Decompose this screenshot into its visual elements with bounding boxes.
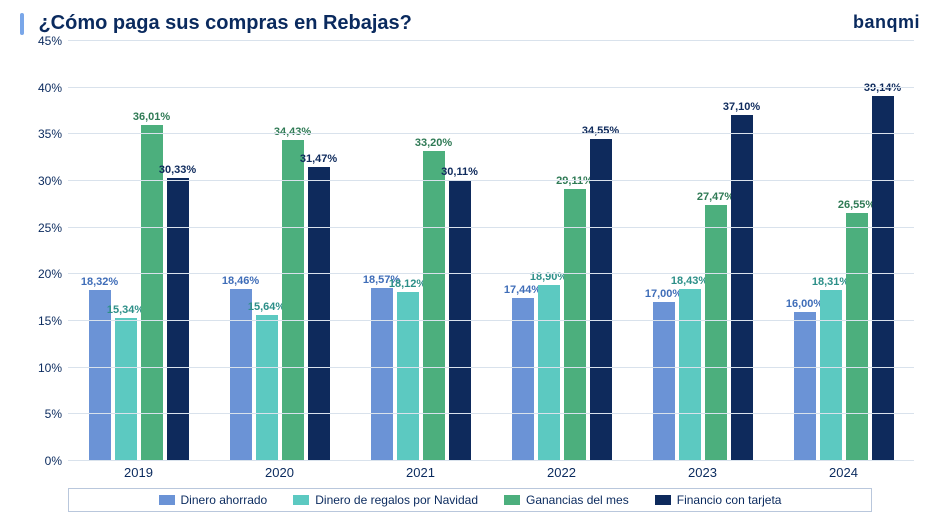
legend-item: Ganancias del mes [504,493,629,507]
legend-item: Dinero de regalos por Navidad [293,493,478,507]
legend-swatch [159,495,175,505]
legend-item: Dinero ahorrado [159,493,268,507]
x-tick-label: 2020 [209,465,350,480]
x-axis: 201920202021202220232024 [68,465,914,480]
brand-logo: banqmi [853,12,920,33]
bar-value-label: 34,55% [582,125,619,137]
bar-value-label: 15,34% [107,304,144,316]
bar-value-label: 18,43% [671,275,708,287]
bar-s1: 15,34% [115,318,137,461]
gridline [68,133,914,134]
legend-label: Ganancias del mes [526,493,629,507]
bar-value-label: 26,55% [838,199,875,211]
plot-area: 18,32%15,34%36,01%30,33%18,46%15,64%34,4… [68,41,914,461]
year-group: 17,00%18,43%27,47%37,10% [632,41,773,461]
bar-s2: 27,47% [705,205,727,461]
bar-value-label: 33,20% [415,137,452,149]
y-tick-label: 45% [38,34,68,48]
bar-value-label: 17,00% [645,288,682,300]
year-group: 18,46%15,64%34,43%31,47% [209,41,350,461]
chart-page: ¿Cómo paga sus compras en Rebajas? banqm… [0,0,940,529]
bar-s3: 37,10% [731,115,753,461]
bar-s1: 18,12% [397,292,419,461]
title-accent [20,13,24,35]
gridline [68,413,914,414]
year-group: 17,44%18,90%29,11%34,55% [491,41,632,461]
bar-s3: 39,14% [872,96,894,461]
year-group: 16,00%18,31%26,55%39,14% [773,41,914,461]
legend-swatch [504,495,520,505]
legend-item: Financio con tarjeta [655,493,782,507]
bar-value-label: 17,44% [504,284,541,296]
bar-s1: 18,31% [820,290,842,461]
bar-value-label: 18,32% [81,276,118,288]
legend-label: Dinero de regalos por Navidad [315,493,478,507]
gridline [68,273,914,274]
chart-title-wrap: ¿Cómo paga sus compras en Rebajas? [20,12,412,35]
x-tick-label: 2024 [773,465,914,480]
y-tick-label: 10% [38,361,68,375]
bar-value-label: 30,11% [441,166,478,178]
bar-value-label: 37,10% [723,101,760,113]
legend-label: Financio con tarjeta [677,493,782,507]
y-tick-label: 25% [38,221,68,235]
bar-s1: 15,64% [256,315,278,461]
y-tick-label: 5% [45,407,68,421]
bar-s2: 29,11% [564,189,586,461]
bar-value-label: 15,64% [248,301,285,313]
x-tick-label: 2022 [491,465,632,480]
gridline [68,40,914,41]
bar-s0: 18,57% [371,288,393,461]
gridline [68,320,914,321]
x-tick-label: 2021 [350,465,491,480]
y-tick-label: 30% [38,174,68,188]
legend: Dinero ahorrado Dinero de regalos por Nav… [68,488,872,512]
bar-groups: 18,32%15,34%36,01%30,33%18,46%15,64%34,4… [68,41,914,461]
header-row: ¿Cómo paga sus compras en Rebajas? banqm… [20,12,920,35]
bar-s3: 31,47% [308,167,330,461]
legend-swatch [655,495,671,505]
bar-value-label: 18,46% [222,275,259,287]
plot: 18,32%15,34%36,01%30,33%18,46%15,64%34,4… [68,41,914,480]
bar-s1: 18,90% [538,285,560,461]
y-tick-label: 35% [38,127,68,141]
bar-value-label: 16,00% [786,298,823,310]
gridline [68,87,914,88]
bar-value-label: 36,01% [133,111,170,123]
y-tick-label: 15% [38,314,68,328]
gridline [68,460,914,461]
y-tick-label: 0% [45,454,68,468]
bar-value-label: 27,47% [697,191,734,203]
bar-value-label: 39,14% [864,82,901,94]
legend-swatch [293,495,309,505]
bar-value-label: 34,43% [274,126,311,138]
bar-value-label: 31,47% [300,153,337,165]
y-tick-label: 40% [38,81,68,95]
gridline [68,367,914,368]
year-group: 18,32% 15,34% 36,01% 30,33% [68,41,209,461]
bar-s1: 18,43% [679,289,701,461]
bar-value-label: 29,11% [556,175,593,187]
gridline [68,180,914,181]
year-group: 18,57%18,12%33,20%30,11% [350,41,491,461]
bar-s2: 26,55% [846,213,868,461]
bar-s0: 18,46% [230,289,252,461]
bar-s2: 33,20% [423,151,445,461]
x-tick-label: 2019 [68,465,209,480]
gridline [68,227,914,228]
chart-title: ¿Cómo paga sus compras en Rebajas? [38,12,411,34]
legend-label: Dinero ahorrado [181,493,268,507]
bar-value-label: 18,12% [389,278,426,290]
y-tick-label: 20% [38,267,68,281]
bar-s0: 17,00% [653,302,675,461]
bar-s0: 16,00% [794,312,816,461]
bar-s0: 17,44% [512,298,534,461]
x-tick-label: 2023 [632,465,773,480]
bar-value-label: 18,31% [812,276,849,288]
bar-value-label: 30,33% [159,164,196,176]
